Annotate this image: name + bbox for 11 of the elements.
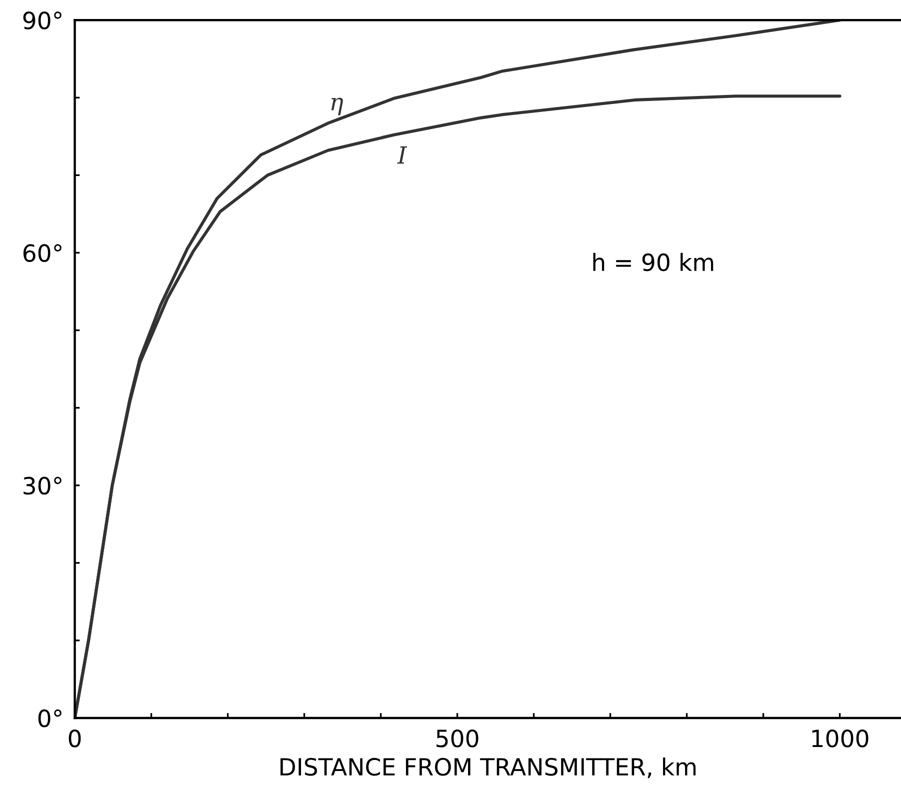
- y-tick-label: 30°: [24, 476, 62, 495]
- series-label: I: [397, 146, 408, 164]
- x-tick-label: 1000: [812, 730, 868, 748]
- y-tick-label: 60°: [23, 244, 62, 262]
- y-tick-label: 0°: [38, 709, 62, 728]
- annotation: h = 90 km: [593, 252, 714, 272]
- x-axis-title: DISTANCE FROM TRANSMITTER, km: [280, 757, 696, 778]
- x-tick-label: 500: [436, 730, 478, 748]
- x-tick-label: 0: [68, 730, 81, 748]
- y-tick-label: 90°: [23, 12, 62, 30]
- series-label: η: [331, 98, 343, 116]
